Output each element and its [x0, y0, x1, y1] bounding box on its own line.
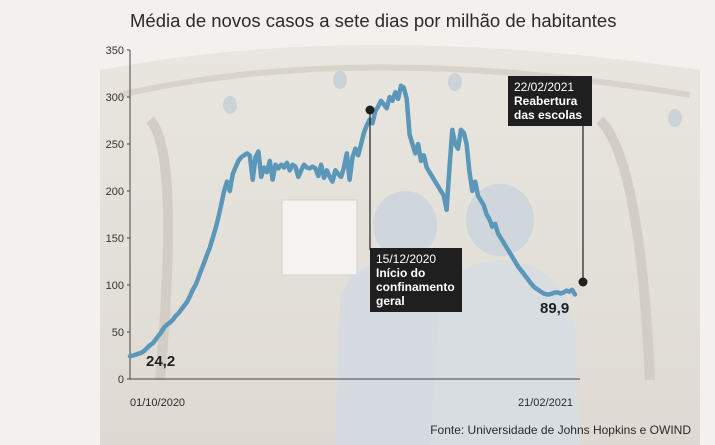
x-tick-label-start: 01/10/2020: [130, 397, 185, 409]
annotation-lockdown-text: Início do confinamento geral: [376, 266, 455, 308]
y-tick-label: 100: [106, 280, 124, 292]
y-tick-label: 50: [112, 327, 124, 339]
x-tick-label-end: 21/02/2021: [518, 397, 573, 409]
annotation-schools-date: 22/02/2021: [514, 80, 575, 94]
annotation-lockdown: 15/12/2020 Início do confinamento geral: [370, 248, 462, 312]
y-tick-label: 200: [106, 186, 124, 198]
y-tick-label: 150: [106, 233, 124, 245]
annotation-lockdown-date: 15/12/2020: [376, 252, 437, 266]
annotation-marker-lockdown: [365, 105, 375, 115]
first-value-label: 24,2: [146, 353, 175, 370]
y-tick-group: 0 50 100 150 200 250 300 350: [106, 45, 130, 386]
source-note: Fonte: Universidade de Johns Hopkins e O…: [430, 423, 691, 437]
y-tick-label: 0: [118, 374, 124, 386]
series-line: [127, 83, 578, 359]
y-tick-label: 300: [106, 92, 124, 104]
annotation-schools-text: Reabertura das escolas: [514, 94, 583, 122]
chart-title: Média de novos casos a sete dias por mil…: [130, 10, 617, 31]
last-value-label: 89,9: [540, 300, 569, 317]
y-tick-label: 250: [106, 139, 124, 151]
y-tick-label: 350: [106, 45, 124, 57]
annotation-marker-schools: [578, 277, 588, 287]
annotation-schools: 22/02/2021 Reabertura das escolas: [508, 76, 592, 126]
